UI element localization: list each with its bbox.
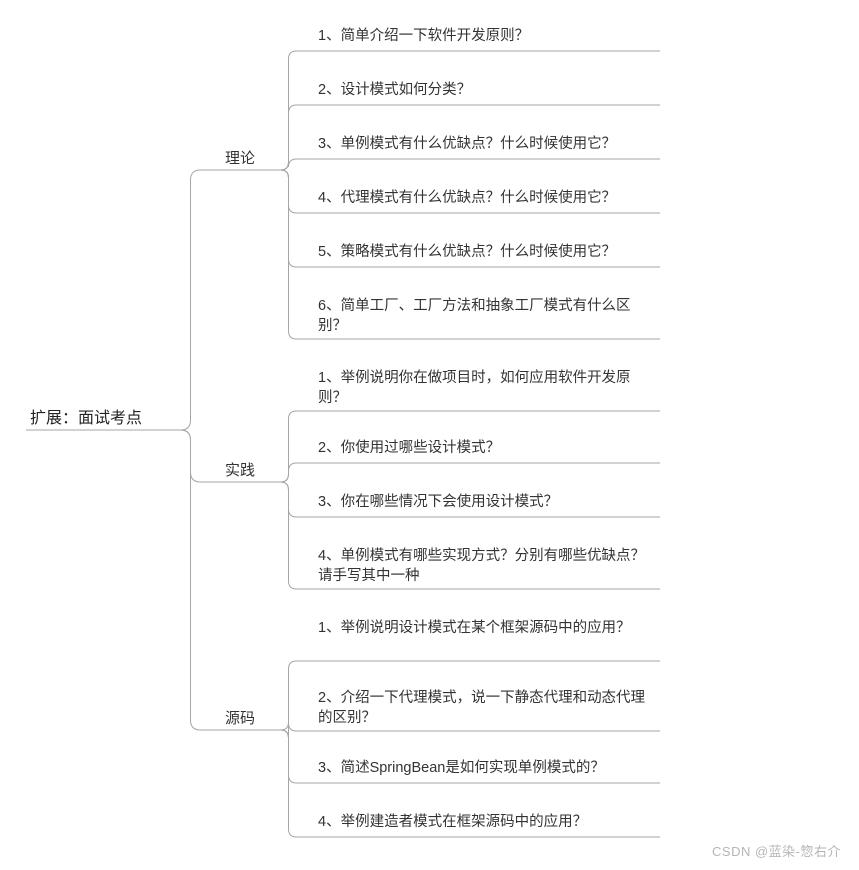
branch-node-source: 源码	[225, 708, 255, 729]
leaf-node: 1、举例说明设计模式在某个框架源码中的应用？	[318, 618, 658, 638]
mindmap-container: 扩展：面试考点 理论 1、简单介绍一下软件开发原则？ 2、设计模式如何分类？ 3、单例模…	[0, 0, 859, 870]
leaf-node: 4、代理模式有什么优缺点？什么时候使用它？	[318, 188, 658, 208]
leaf-node: 2、介绍一下代理模式，说一下静态代理和动态代理的区别？	[318, 688, 658, 729]
leaf-node: 4、单例模式有哪些实现方式？分别有哪些优缺点？请手写其中一种	[318, 546, 658, 587]
branch-node-practice: 实践	[225, 460, 255, 481]
leaf-node: 2、你使用过哪些设计模式？	[318, 438, 658, 458]
leaf-node: 1、简单介绍一下软件开发原则？	[318, 26, 658, 46]
leaf-node: 4、举例建造者模式在框架源码中的应用？	[318, 812, 658, 832]
root-node: 扩展：面试考点	[30, 408, 142, 430]
leaf-node: 1、举例说明你在做项目时，如何应用软件开发原则？	[318, 368, 658, 409]
leaf-node: 3、你在哪些情况下会使用设计模式？	[318, 492, 658, 512]
leaf-node: 5、策略模式有什么优缺点？什么时候使用它？	[318, 242, 658, 262]
leaf-node: 3、单例模式有什么优缺点？什么时候使用它？	[318, 134, 658, 154]
leaf-node: 3、简述SpringBean是如何实现单例模式的？	[318, 758, 658, 778]
leaf-node: 2、设计模式如何分类？	[318, 80, 658, 100]
watermark: CSDN @蓝染-惣右介	[712, 841, 841, 860]
connector-lines	[0, 0, 859, 870]
leaf-node: 6、简单工厂、工厂方法和抽象工厂模式有什么区别？	[318, 296, 658, 337]
branch-node-theory: 理论	[225, 148, 255, 169]
